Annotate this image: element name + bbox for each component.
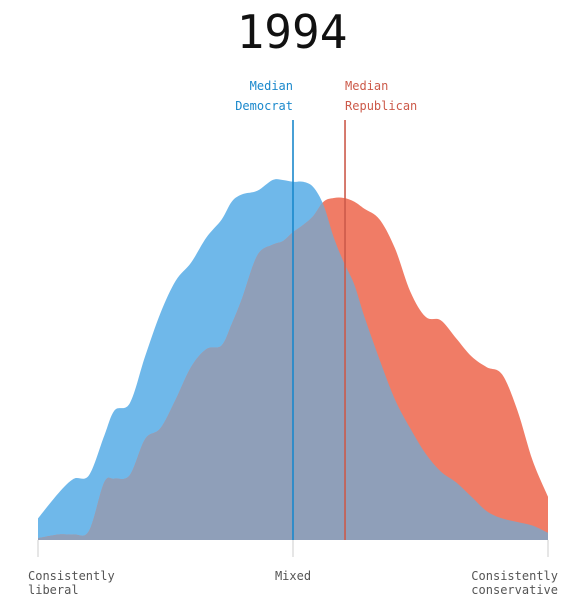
x-axis-label-0: Consistently: [28, 569, 115, 583]
x-axis-label-0: liberal: [28, 583, 79, 597]
x-axis-label-2: Consistently: [471, 569, 558, 583]
x-axis-label-1: Mixed: [275, 569, 311, 583]
x-axis: [37, 540, 549, 557]
median-markers: Median Democrat Median Republican: [235, 79, 417, 540]
median-republican-label: Republican: [345, 99, 417, 113]
median-democrat-label: Democrat: [235, 99, 293, 113]
chart-title: 1994: [237, 5, 348, 59]
median-republican-label: Median: [345, 79, 388, 93]
x-axis-label-2: conservative: [471, 583, 558, 597]
median-democrat-label: Median: [250, 79, 293, 93]
